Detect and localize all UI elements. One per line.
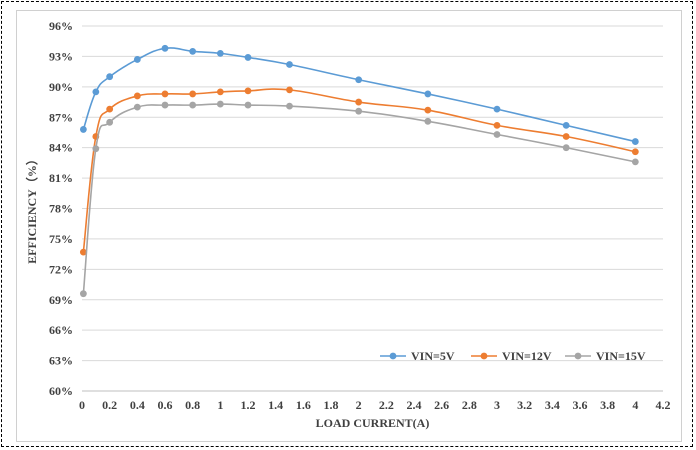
axis-layer: 60% 63% 66% 69% 72% 75% 78% 81% 84% 87% 90% 93% 96% 0…: [49, 19, 671, 412]
chart-area: [16, 10, 682, 442]
series-point-3: [216, 100, 224, 108]
series-point-2: [216, 88, 224, 96]
series-point-2: [133, 92, 141, 100]
series-point-1: [424, 90, 432, 98]
x-tick-label: 3.2: [517, 398, 532, 412]
y-tick-label: 72%: [49, 262, 73, 276]
series-point-1: [244, 54, 252, 61]
x-tick-label: 4: [632, 398, 638, 412]
series-point-3: [355, 107, 363, 115]
series-point-1: [92, 88, 100, 96]
series-point-1: [106, 73, 114, 81]
series-point-3: [133, 103, 141, 111]
x-axis-title: LOAD CURRENT(A): [316, 416, 430, 430]
legend-swatch-marker: [389, 352, 397, 360]
series-point-3: [79, 290, 87, 298]
series-point-1: [133, 56, 141, 63]
series-point-3: [161, 101, 169, 109]
y-tick-label: 78%: [49, 202, 73, 216]
series-point-1: [161, 44, 169, 52]
series-point-3: [92, 145, 100, 153]
series-point-3: [631, 158, 639, 166]
x-tick-label: 0: [79, 398, 85, 412]
series-point-2: [106, 105, 114, 113]
y-tick-label: 60%: [49, 384, 73, 398]
series-point-2: [244, 87, 252, 95]
series-point-3: [286, 102, 293, 110]
x-tick-label: 0.4: [130, 398, 145, 412]
y-tick-label: 93%: [49, 49, 73, 63]
x-tick-label: 3: [494, 398, 500, 412]
series-point-2: [493, 121, 501, 129]
legend-label: VIN=5V: [411, 349, 455, 363]
x-tick-label: 1.4: [268, 398, 283, 412]
series-point-1: [562, 121, 570, 129]
series-layer: [79, 44, 639, 298]
series-point-1: [189, 47, 197, 55]
x-tick-label: 1.6: [296, 398, 311, 412]
series-point-1: [79, 126, 87, 133]
series-point-3: [493, 131, 501, 138]
x-tick-label: 2.2: [379, 398, 394, 412]
series-point-3: [106, 118, 114, 126]
x-tick-label: 0.2: [102, 398, 117, 412]
x-tick-label: 3.6: [573, 398, 588, 412]
x-tick-label: 4.2: [656, 398, 671, 412]
x-tick-label: 2: [356, 398, 362, 412]
series-point-2: [79, 248, 87, 256]
y-tick-label: 63%: [49, 354, 73, 368]
series-point-1: [286, 61, 293, 68]
y-axis-title: EFFICIENCY（%）: [24, 153, 39, 264]
series-point-2: [355, 98, 363, 106]
legend-label: VIN=12V: [502, 349, 552, 363]
series-point-2: [161, 90, 169, 98]
series-point-2: [631, 148, 639, 156]
legend: VIN=5V VIN=12V VIN=15V: [380, 349, 646, 363]
y-tick-label: 87%: [49, 110, 73, 124]
x-tick-label: 3.4: [545, 398, 560, 412]
grid-layer: [82, 25, 663, 392]
series-point-1: [631, 138, 639, 145]
y-tick-label: 96%: [49, 19, 73, 33]
series-point-1: [493, 105, 501, 113]
series-line-3: [82, 103, 636, 294]
y-tick-label: 90%: [49, 80, 73, 94]
x-tick-label: 1.2: [241, 398, 256, 412]
y-tick-label: 69%: [49, 293, 73, 307]
x-tick-label: 0.6: [158, 398, 173, 412]
x-tick-label: 2.4: [407, 398, 422, 412]
series-point-3: [562, 144, 570, 152]
series-point-2: [189, 90, 197, 98]
x-tick-label: 1.8: [324, 398, 339, 412]
legend-swatch-marker: [574, 352, 582, 360]
series-point-3: [189, 101, 197, 109]
y-tick-label: 75%: [49, 232, 73, 246]
series-point-2: [424, 106, 432, 114]
series-point-1: [355, 76, 363, 84]
series-point-3: [244, 101, 252, 109]
x-tick-label: 2.6: [434, 398, 449, 412]
x-tick-label: 0.8: [185, 398, 200, 412]
series-point-1: [216, 49, 224, 57]
y-tick-label: 66%: [49, 323, 73, 337]
series-point-2: [562, 133, 570, 140]
series-point-3: [424, 117, 432, 125]
y-tick-label: 81%: [49, 171, 73, 185]
legend-swatch-marker: [480, 352, 488, 360]
legend-label: VIN=15V: [596, 349, 646, 363]
series-point-2: [286, 86, 293, 94]
x-tick-label: 2.8: [462, 398, 477, 412]
x-tick-label: 3.8: [600, 398, 615, 412]
y-tick-label: 84%: [49, 141, 73, 155]
x-tick-label: 1: [217, 398, 223, 412]
